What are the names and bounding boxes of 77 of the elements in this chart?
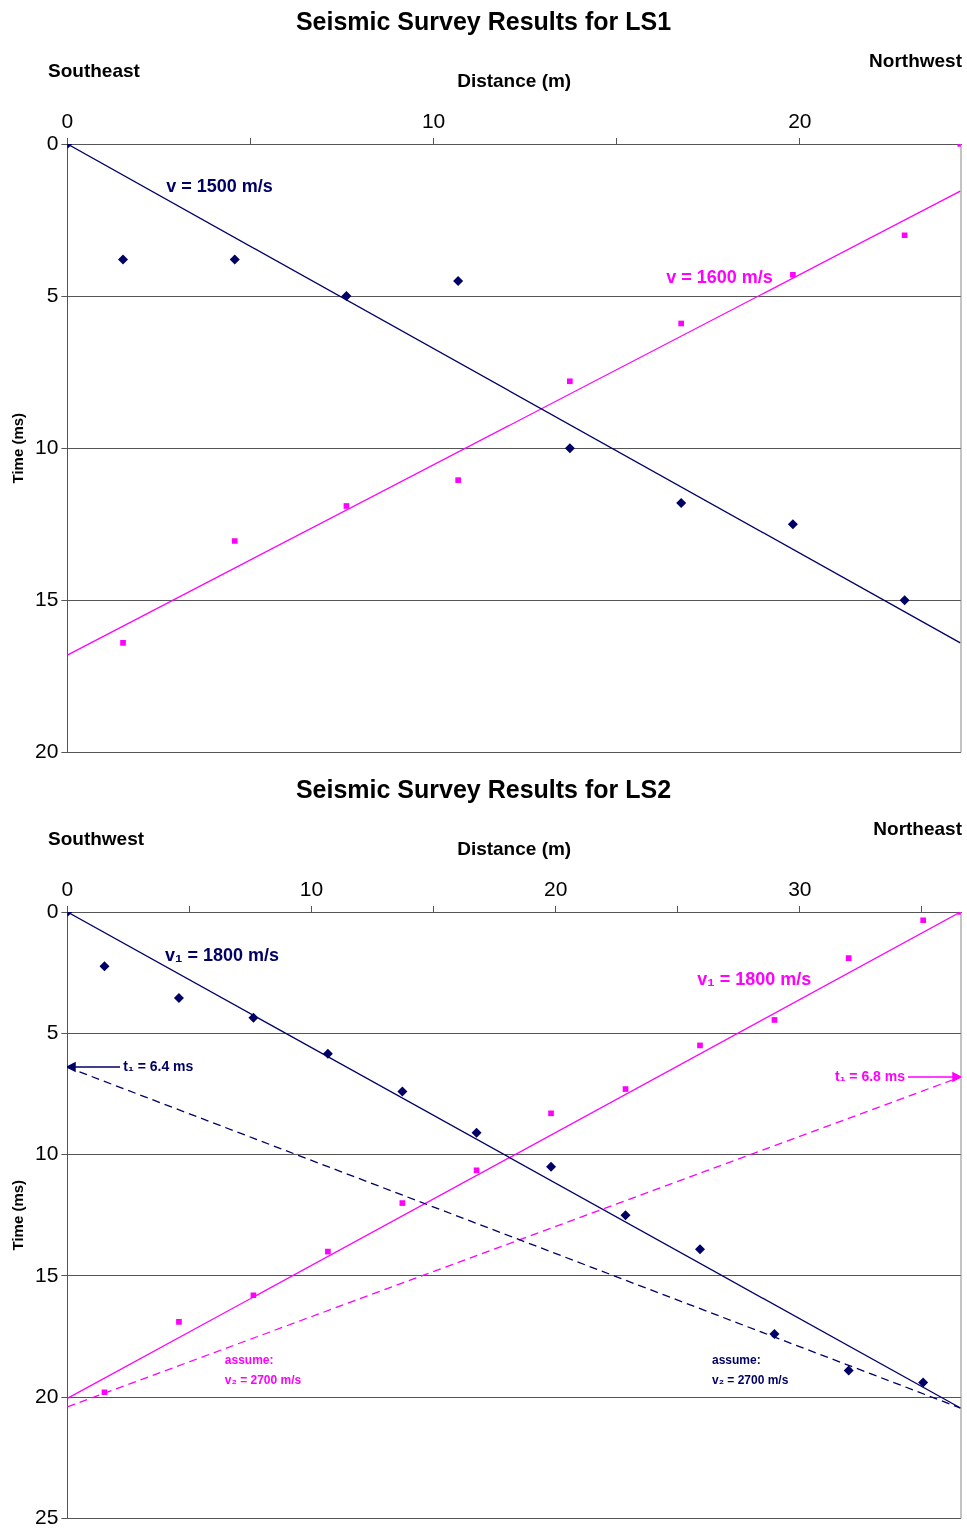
y-tick-label: 15 bbox=[35, 587, 59, 611]
point bbox=[918, 1377, 929, 1388]
point bbox=[101, 1389, 108, 1396]
annotation: t₁ = 6.4 ms bbox=[123, 1058, 194, 1075]
point bbox=[790, 271, 796, 278]
y-tick-label: 5 bbox=[46, 282, 59, 306]
y-tick-label: 20 bbox=[35, 1383, 59, 1407]
point bbox=[322, 1048, 333, 1059]
y-tick-label: 10 bbox=[35, 1141, 59, 1165]
point bbox=[845, 955, 852, 961]
chart-title: Seismic Survey Results for LS1 bbox=[295, 6, 672, 35]
point bbox=[564, 443, 575, 454]
chart-title: Seismic Survey Results for LS2 bbox=[295, 774, 672, 803]
point bbox=[173, 993, 184, 1004]
point bbox=[697, 1042, 703, 1049]
y-tick-label: 0 bbox=[46, 898, 59, 922]
point bbox=[473, 1167, 480, 1174]
annotation: v = 1600 m/s bbox=[666, 266, 773, 287]
point bbox=[397, 1086, 408, 1097]
point bbox=[99, 961, 110, 972]
point bbox=[676, 497, 687, 508]
point bbox=[901, 232, 908, 239]
text: Northeast bbox=[873, 817, 963, 839]
annotation: v = 1500 m/s bbox=[166, 175, 273, 196]
point bbox=[678, 320, 685, 327]
point bbox=[548, 1110, 554, 1117]
x-tick-label: 10 bbox=[299, 877, 324, 901]
point bbox=[899, 595, 910, 606]
point bbox=[567, 378, 573, 385]
point bbox=[341, 291, 352, 302]
point bbox=[843, 1365, 854, 1376]
point bbox=[229, 254, 240, 265]
point bbox=[325, 1248, 331, 1255]
text: Northwest bbox=[869, 49, 963, 71]
y-axis-title: Time (ms) bbox=[9, 412, 27, 484]
point bbox=[620, 1210, 631, 1221]
point bbox=[455, 477, 461, 483]
y-tick-label: 15 bbox=[35, 1262, 59, 1286]
point bbox=[399, 1200, 406, 1206]
x-tick-label: 20 bbox=[788, 109, 812, 133]
point bbox=[120, 640, 126, 646]
x-tick-label: 30 bbox=[788, 877, 812, 901]
point bbox=[957, 144, 961, 147]
annotation: t₁ = 6.8 ms bbox=[835, 1067, 906, 1084]
point bbox=[694, 1244, 705, 1255]
x-tick-label: 10 bbox=[421, 109, 446, 133]
point bbox=[622, 1086, 629, 1092]
point bbox=[343, 503, 350, 509]
x-tick-label: 20 bbox=[544, 877, 568, 901]
x-axis-title: Distance (m) bbox=[457, 69, 572, 91]
point bbox=[787, 519, 798, 530]
y-axis-title: Time (ms) bbox=[9, 1179, 27, 1251]
point bbox=[118, 254, 129, 265]
point bbox=[231, 538, 238, 544]
point bbox=[176, 1319, 182, 1325]
y-tick-label: 5 bbox=[46, 1020, 59, 1044]
y-tick-label: 10 bbox=[35, 435, 59, 458]
annotation: v₁ = 1800 m/s bbox=[165, 944, 280, 965]
point bbox=[250, 1292, 257, 1299]
y-tick-label: 20 bbox=[35, 739, 59, 763]
point bbox=[769, 1329, 780, 1340]
point bbox=[471, 1127, 482, 1138]
text: Southeast bbox=[48, 59, 141, 81]
point bbox=[546, 1161, 557, 1172]
y-tick-label: 0 bbox=[46, 130, 59, 154]
text: Southwest bbox=[48, 827, 145, 849]
point bbox=[248, 1012, 259, 1023]
annotation: assume: v₂ = 2700 m/s bbox=[711, 1353, 789, 1388]
point bbox=[771, 1017, 778, 1023]
point bbox=[920, 917, 926, 924]
x-tick-label: 0 bbox=[61, 877, 74, 901]
x-axis-title: Distance (m) bbox=[457, 837, 572, 859]
x-tick-label: 0 bbox=[61, 109, 74, 133]
annotation: assume: v₂ = 2700 m/s bbox=[224, 1353, 302, 1388]
y-tick-label: 25 bbox=[35, 1505, 59, 1529]
point bbox=[453, 275, 464, 286]
annotation: v₁ = 1800 m/s bbox=[697, 968, 812, 989]
